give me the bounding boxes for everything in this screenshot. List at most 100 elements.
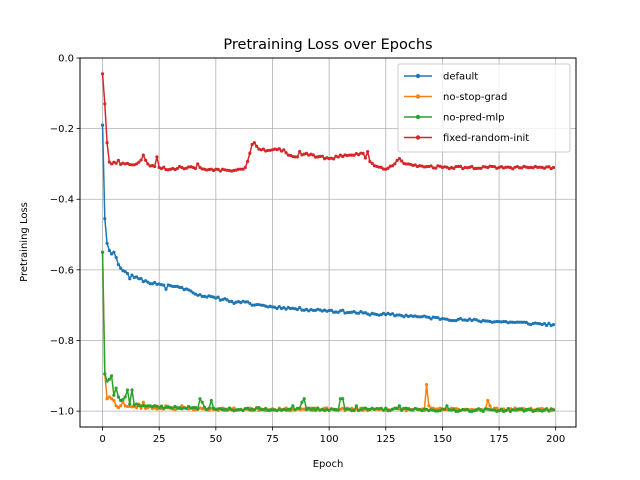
data-point — [284, 307, 288, 311]
legend-entry-default: default — [404, 72, 478, 83]
data-point — [397, 404, 401, 408]
data-point — [100, 250, 105, 254]
data-point — [298, 305, 302, 310]
data-point — [350, 408, 354, 413]
data-point — [320, 154, 324, 158]
data-point — [420, 409, 424, 413]
data-point — [103, 372, 107, 376]
data-point — [139, 158, 143, 162]
data-point — [225, 298, 229, 302]
data-point — [180, 285, 184, 290]
data-point — [524, 320, 528, 324]
data-point — [128, 277, 132, 281]
data-point — [427, 315, 431, 319]
data-point — [248, 151, 252, 155]
data-point — [141, 400, 145, 404]
data-point — [110, 162, 114, 166]
data-point — [547, 409, 551, 413]
data-point — [141, 153, 145, 157]
data-point — [214, 167, 218, 171]
data-point — [307, 406, 311, 410]
data-point — [250, 142, 254, 147]
data-point — [332, 407, 336, 412]
data-point — [164, 287, 168, 291]
data-point — [366, 149, 370, 154]
legend-swatch-marker — [415, 135, 421, 140]
data-point — [241, 167, 245, 171]
data-point — [137, 160, 141, 164]
data-point — [504, 165, 508, 169]
data-point — [404, 162, 408, 166]
data-point — [347, 153, 352, 157]
data-point — [454, 409, 458, 413]
data-point — [356, 153, 361, 157]
data-point — [191, 405, 195, 410]
axes-frame — [79, 57, 577, 428]
data-point — [119, 404, 123, 408]
data-point — [545, 323, 549, 328]
data-point — [545, 407, 549, 411]
data-point — [139, 406, 143, 410]
data-point — [270, 408, 275, 412]
data-point — [479, 166, 483, 170]
data-point — [125, 388, 130, 392]
data-point — [184, 406, 188, 411]
series-default — [100, 123, 556, 328]
data-point — [146, 280, 150, 284]
x-tick-label: 50 — [209, 434, 222, 445]
legend-entry-no-pred-mlp: no-pred-mlp — [404, 113, 504, 124]
data-point — [397, 157, 401, 161]
y-tick-label: −0.2 — [50, 124, 74, 135]
data-point — [409, 408, 413, 412]
data-point — [434, 315, 438, 320]
data-point — [504, 409, 508, 413]
data-point — [123, 395, 127, 399]
data-point — [298, 406, 302, 410]
x-tick-label: 100 — [320, 434, 339, 445]
legend: default no-stop-grad no-pred-mlp fixed-rand… — [397, 63, 571, 153]
data-point — [411, 408, 415, 412]
data-point — [327, 308, 331, 313]
data-point — [114, 404, 118, 408]
data-point — [395, 313, 399, 317]
data-point — [130, 163, 134, 167]
data-point — [107, 248, 111, 253]
data-point — [119, 266, 123, 270]
data-point — [547, 165, 551, 169]
data-point — [116, 262, 121, 267]
data-point — [112, 250, 116, 254]
x-tick-label: 125 — [376, 434, 395, 445]
data-point — [499, 407, 503, 411]
data-point — [121, 397, 125, 402]
data-point — [245, 300, 250, 304]
data-point — [144, 279, 148, 283]
data-point — [180, 404, 184, 408]
data-point — [259, 408, 263, 412]
data-point — [511, 167, 515, 171]
data-point — [452, 166, 456, 170]
data-point — [137, 277, 141, 281]
data-point — [370, 161, 374, 165]
data-point — [356, 311, 361, 315]
data-point — [146, 404, 150, 408]
data-point — [495, 319, 499, 324]
data-point — [438, 408, 442, 413]
data-point — [413, 163, 417, 167]
data-point — [107, 160, 111, 164]
data-point — [139, 404, 143, 408]
data-point — [245, 406, 250, 410]
legend-label: no-pred-mlp — [443, 113, 504, 124]
data-point — [252, 408, 256, 412]
data-point — [520, 320, 524, 324]
data-point — [243, 165, 247, 170]
data-point — [474, 166, 479, 170]
data-point — [488, 404, 492, 408]
data-point — [336, 155, 340, 159]
data-point — [506, 407, 510, 411]
data-point — [230, 299, 234, 303]
data-point — [268, 408, 272, 412]
data-point — [458, 164, 463, 168]
data-point — [390, 312, 395, 316]
data-point — [352, 309, 356, 314]
